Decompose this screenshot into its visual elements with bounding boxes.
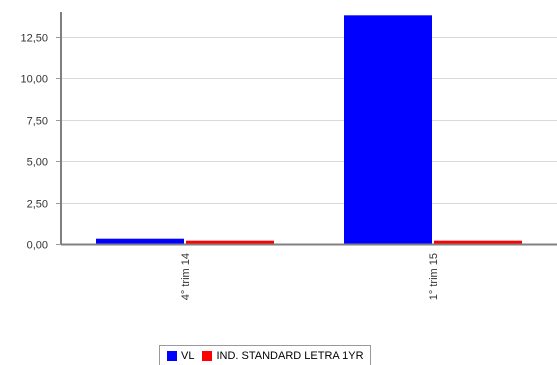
axes xyxy=(56,12,557,246)
legend-swatch-vl xyxy=(167,350,177,361)
y-tick-label: 7,50 xyxy=(27,116,48,128)
x-tick-labels: 4° trim 14 1° trim 15 xyxy=(180,253,440,300)
y-tick-label: 10,00 xyxy=(20,74,48,86)
x-tick-label: 4° trim 14 xyxy=(180,253,192,300)
y-tick-label: 0,00 xyxy=(27,240,48,252)
legend-label-vl: VL xyxy=(181,349,195,362)
y-tick-label: 5,00 xyxy=(27,157,48,169)
bar-index-1[interactable] xyxy=(434,240,522,244)
y-tick-labels: 0,00 2,50 5,00 7,50 10,00 12,50 xyxy=(20,33,48,252)
x-tick-label: 1° trim 15 xyxy=(428,253,440,300)
bars xyxy=(96,15,522,244)
legend-label-index: IND. STANDARD LETRA 1YR xyxy=(216,349,364,362)
bar-vl-1[interactable] xyxy=(344,15,432,244)
legend-item-vl[interactable]: VL xyxy=(167,350,194,362)
legend-item-index[interactable]: IND. STANDARD LETRA 1YR xyxy=(202,349,364,362)
y-tick-label: 2,50 xyxy=(27,199,48,211)
gridlines xyxy=(61,37,557,204)
legend-swatch-index xyxy=(202,350,213,361)
legend: VL IND. STANDARD LETRA 1YR xyxy=(159,345,371,365)
bar-index-0[interactable] xyxy=(186,240,274,244)
bar-vl-0[interactable] xyxy=(96,238,184,244)
y-tick-label: 12,50 xyxy=(20,33,48,45)
